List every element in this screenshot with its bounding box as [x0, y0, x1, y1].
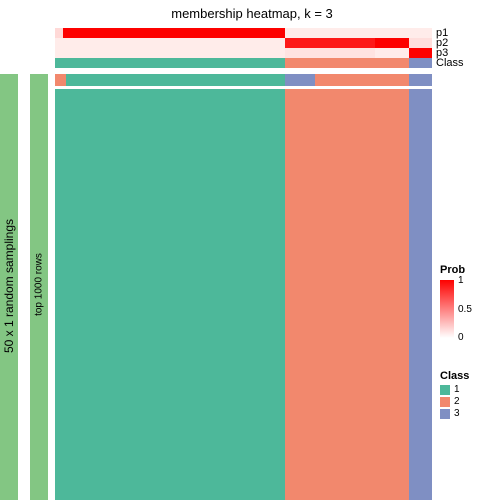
legend-class: Class 123 [440, 370, 469, 420]
prob-cell [409, 28, 432, 38]
prob-cell [63, 28, 285, 38]
legend-class-label: 2 [454, 396, 460, 407]
heatmap-top-cell [409, 74, 432, 86]
prob-cell [55, 38, 63, 48]
prob-cell [285, 48, 375, 58]
heatmap-main-cell [285, 89, 409, 500]
chart-title: membership heatmap, k = 3 [0, 6, 504, 21]
prob-cell [375, 48, 409, 58]
prob-cell [375, 28, 409, 38]
heatmap-main-cell [409, 89, 432, 500]
prob-cell [285, 38, 375, 48]
prob-cell [63, 48, 285, 58]
sidebar-inner-label: top 1000 rows [34, 135, 45, 435]
heatmap-top-cell [285, 74, 315, 86]
prob-cell [63, 38, 285, 48]
heatmap-top-cell [55, 74, 66, 86]
legend-class-label: 1 [454, 384, 460, 395]
legend-prob-tick: 1 [458, 275, 472, 286]
sidebar-outer-label: 50 x 1 random samplings [2, 136, 16, 436]
legend-swatch [440, 397, 450, 407]
prob-cell [55, 48, 63, 58]
legend-class-label: 3 [454, 408, 460, 419]
class-cell [285, 58, 409, 68]
legend-prob-ticks: 10.50 [458, 275, 472, 343]
class-cell [55, 58, 285, 68]
legend-prob-tick: 0 [458, 332, 472, 343]
class-row-label: Class [436, 57, 464, 69]
legend-class-item: 2 [440, 396, 469, 407]
legend-prob-tick: 0.5 [458, 304, 472, 315]
prob-cell [285, 28, 375, 38]
heatmap-top-cell [315, 74, 409, 86]
heatmap-top-cell [66, 74, 81, 86]
legend-class-title: Class [440, 370, 469, 382]
prob-cell [409, 38, 432, 48]
heatmap-main-cell [55, 89, 285, 500]
legend-swatch [440, 409, 450, 419]
prob-cell [55, 28, 63, 38]
prob-cell [375, 38, 409, 48]
legend-swatch [440, 385, 450, 395]
heatmap-top-cell [81, 74, 285, 86]
prob-cell [409, 48, 432, 58]
legend-class-item: 3 [440, 408, 469, 419]
legend-prob-gradient [440, 280, 454, 338]
legend-class-item: 1 [440, 384, 469, 395]
class-cell [409, 58, 432, 68]
